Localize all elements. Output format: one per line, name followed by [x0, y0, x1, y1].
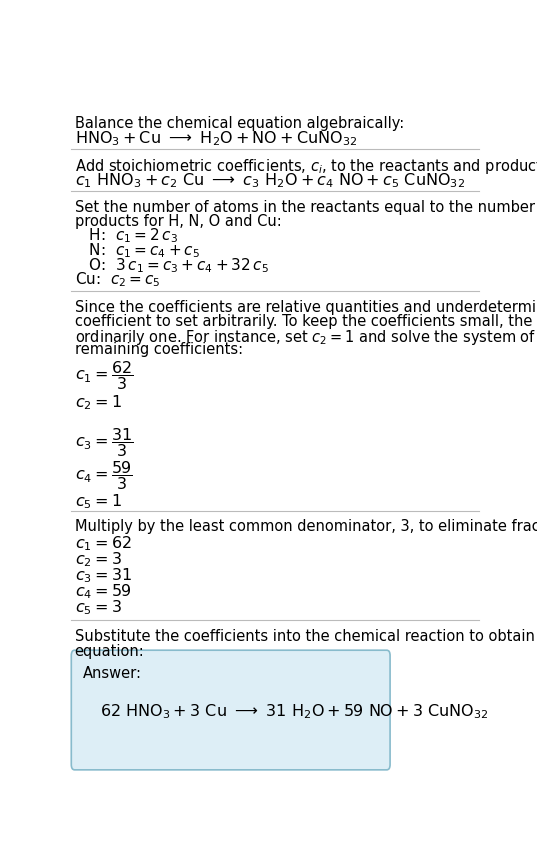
Text: Multiply by the least common denominator, 3, to eliminate fractional coefficient: Multiply by the least common denominator…: [75, 518, 537, 534]
Text: equation:: equation:: [75, 643, 144, 659]
Text: $c_2 = 3$: $c_2 = 3$: [75, 550, 121, 569]
Text: $c_4 = 59$: $c_4 = 59$: [75, 582, 131, 602]
Text: Since the coefficients are relative quantities and underdetermined, choose a: Since the coefficients are relative quan…: [75, 300, 537, 315]
Text: N:  $c_1 = c_4 + c_5$: N: $c_1 = c_4 + c_5$: [84, 241, 200, 260]
Text: $c_5 = 1$: $c_5 = 1$: [75, 492, 121, 511]
Text: $c_1 = 62$: $c_1 = 62$: [75, 535, 132, 553]
Text: $c_3 = \dfrac{31}{3}$: $c_3 = \dfrac{31}{3}$: [75, 425, 133, 458]
Text: coefficient to set arbitrarily. To keep the coefficients small, the arbitrary va: coefficient to set arbitrarily. To keep …: [75, 314, 537, 329]
Text: Balance the chemical equation algebraically:: Balance the chemical equation algebraica…: [75, 115, 404, 130]
Text: ordinarily one. For instance, set $c_2 = 1$ and solve the system of equations fo: ordinarily one. For instance, set $c_2 =…: [75, 328, 537, 347]
Text: Add stoichiometric coefficients, $c_i$, to the reactants and products:: Add stoichiometric coefficients, $c_i$, …: [75, 157, 537, 176]
Text: $62\ \mathrm{HNO_3} + 3\ \mathrm{Cu}\ \longrightarrow\ 31\ \mathrm{H_2O} + 59\ \: $62\ \mathrm{HNO_3} + 3\ \mathrm{Cu}\ \l…: [99, 702, 488, 721]
Text: H:  $c_1 = 2\,c_3$: H: $c_1 = 2\,c_3$: [84, 227, 178, 245]
Text: $c_5 = 3$: $c_5 = 3$: [75, 599, 121, 617]
Text: $c_2 = 1$: $c_2 = 1$: [75, 393, 121, 412]
FancyBboxPatch shape: [71, 650, 390, 770]
Text: $c_1\ \mathrm{HNO_3} + c_2\ \mathrm{Cu}\ \longrightarrow\ c_3\ \mathrm{H_2O} + c: $c_1\ \mathrm{HNO_3} + c_2\ \mathrm{Cu}\…: [75, 171, 465, 190]
Text: $c_1 = \dfrac{62}{3}$: $c_1 = \dfrac{62}{3}$: [75, 358, 133, 391]
Text: O:  $3\,c_1 = c_3 + c_4 + 32\,c_5$: O: $3\,c_1 = c_3 + c_4 + 32\,c_5$: [84, 256, 268, 274]
Text: products for H, N, O and Cu:: products for H, N, O and Cu:: [75, 214, 281, 229]
Text: remaining coefficients:: remaining coefficients:: [75, 342, 243, 357]
Text: Answer:: Answer:: [83, 667, 142, 681]
Text: $c_4 = \dfrac{59}{3}$: $c_4 = \dfrac{59}{3}$: [75, 459, 132, 492]
Text: Set the number of atoms in the reactants equal to the number of atoms in the: Set the number of atoms in the reactants…: [75, 200, 537, 214]
Text: Substitute the coefficients into the chemical reaction to obtain the balanced: Substitute the coefficients into the che…: [75, 629, 537, 645]
Text: $c_3 = 31$: $c_3 = 31$: [75, 567, 132, 585]
Text: Cu:  $c_2 = c_5$: Cu: $c_2 = c_5$: [75, 271, 160, 289]
Text: $\mathrm{HNO_3 + Cu \ \longrightarrow \ H_2O + NO + CuNO_{32}}$: $\mathrm{HNO_3 + Cu \ \longrightarrow \ …: [75, 128, 357, 148]
